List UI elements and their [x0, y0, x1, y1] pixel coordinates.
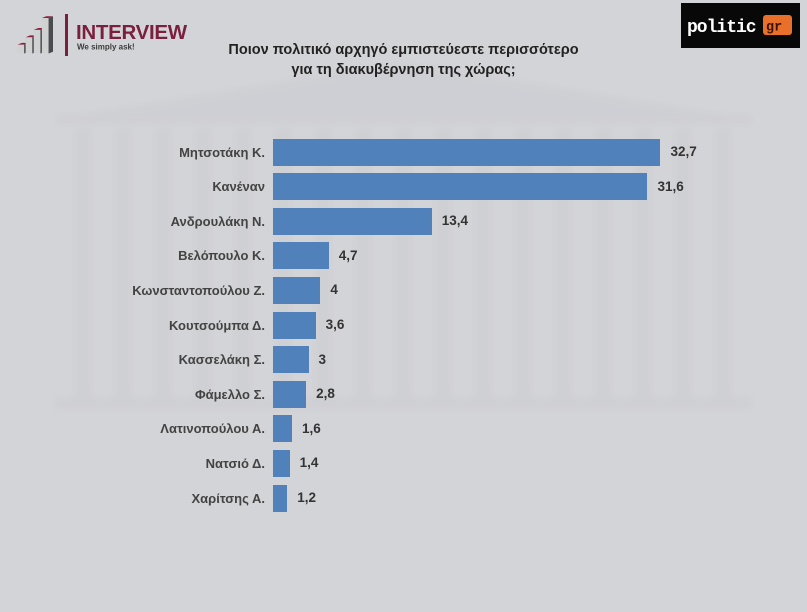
svg-text:politic: politic [687, 18, 756, 38]
svg-text:gr: gr [766, 20, 782, 35]
